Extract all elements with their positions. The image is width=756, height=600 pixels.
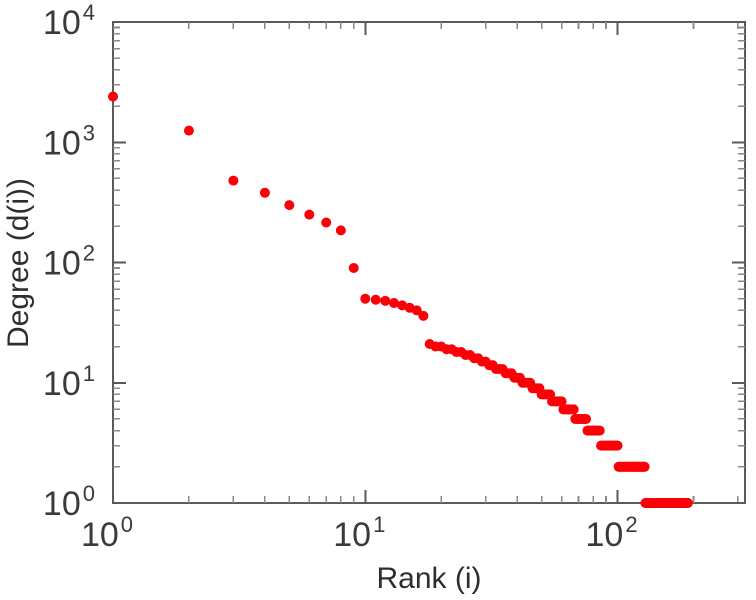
data-point <box>411 305 422 316</box>
data-point <box>418 310 429 321</box>
y-tick-label-4: 104 <box>43 0 95 42</box>
data-point <box>228 175 239 186</box>
x-tick-label-0: 100 <box>81 512 133 554</box>
axis-frame <box>111 20 747 505</box>
x-axis-label: Rank (i) <box>376 562 481 595</box>
data-point <box>639 461 650 472</box>
data-point <box>594 425 605 436</box>
data-point <box>321 217 332 228</box>
y-tick-label-2: 102 <box>43 241 95 283</box>
y-axis-label: Degree (d(i)) <box>2 178 35 348</box>
data-point <box>348 263 359 273</box>
data-point <box>183 125 194 136</box>
data-point <box>389 298 400 309</box>
data-point <box>380 295 391 306</box>
x-tick-label-2: 102 <box>586 512 638 554</box>
data-point <box>612 440 623 451</box>
x-tick-label-1: 101 <box>333 512 385 554</box>
data-point <box>259 187 270 198</box>
data-point <box>556 396 567 407</box>
data-point <box>304 209 315 220</box>
data-point <box>682 498 693 508</box>
axis-ticks <box>112 21 745 504</box>
data-point <box>284 200 295 211</box>
data-points-layer <box>108 91 693 508</box>
data-point <box>335 225 346 236</box>
data-point <box>581 413 592 424</box>
data-point <box>397 300 408 311</box>
y-tick-label-1: 101 <box>43 361 95 403</box>
data-point <box>568 404 579 415</box>
data-point <box>370 294 381 305</box>
y-tick-label-3: 103 <box>43 120 95 162</box>
data-point <box>360 293 371 304</box>
data-point <box>108 91 118 102</box>
